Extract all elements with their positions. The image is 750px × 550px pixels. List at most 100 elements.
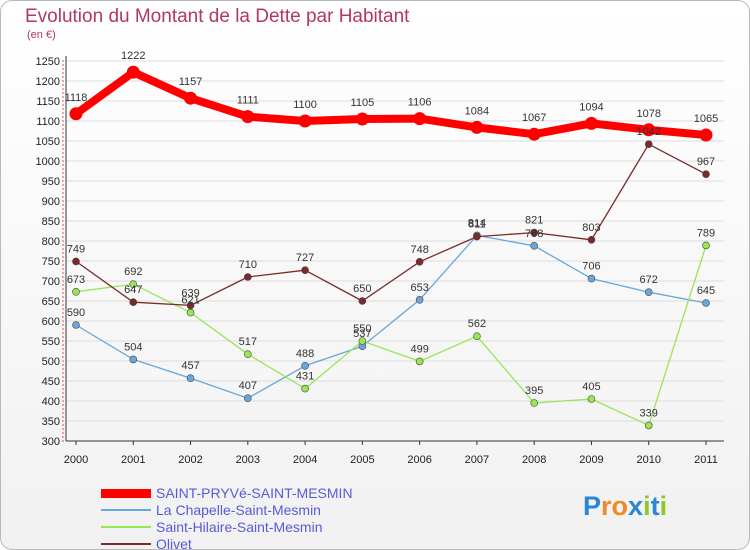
data-point bbox=[301, 384, 309, 393]
y-tick-label: 550 bbox=[42, 336, 60, 348]
data-point bbox=[587, 395, 596, 403]
data-point bbox=[470, 120, 484, 134]
data-label: 814 bbox=[468, 217, 486, 229]
y-tick-label: 450 bbox=[42, 376, 60, 388]
data-point bbox=[702, 241, 710, 250]
y-tick-label: 650 bbox=[42, 296, 60, 308]
data-label: 710 bbox=[239, 259, 257, 271]
data-label: 727 bbox=[296, 252, 314, 264]
data-point bbox=[473, 332, 481, 341]
data-point bbox=[642, 123, 656, 137]
data-label: 1105 bbox=[351, 97, 375, 109]
data-point bbox=[358, 297, 367, 305]
y-tick-label: 1100 bbox=[36, 116, 60, 128]
data-point bbox=[530, 228, 538, 237]
y-tick-label: 1050 bbox=[36, 136, 60, 148]
data-label: 749 bbox=[67, 243, 85, 255]
y-tick-label: 850 bbox=[42, 216, 60, 228]
legend-label: La Chapelle-Saint-Mesmin bbox=[156, 502, 321, 518]
legend-label: Saint-Hilaire-Saint-Mesmin bbox=[156, 519, 323, 535]
data-point bbox=[587, 236, 596, 244]
data-label: 1100 bbox=[293, 99, 317, 111]
data-label: 1222 bbox=[121, 50, 145, 62]
logo-letter: o bbox=[611, 491, 629, 521]
data-label: 673 bbox=[67, 274, 85, 286]
y-tick-label: 750 bbox=[42, 256, 60, 268]
data-point bbox=[527, 127, 541, 141]
data-label: 405 bbox=[582, 381, 600, 393]
data-point bbox=[69, 107, 83, 121]
data-label: 1084 bbox=[465, 105, 489, 117]
data-label: 1157 bbox=[179, 76, 203, 88]
series-line bbox=[75, 143, 707, 307]
data-label: 488 bbox=[296, 348, 314, 360]
data-label: 1067 bbox=[522, 112, 546, 124]
x-tick-label: 2004 bbox=[293, 454, 317, 466]
y-tick-label: 1250 bbox=[36, 56, 60, 68]
data-point bbox=[126, 65, 140, 79]
data-label: 550 bbox=[353, 323, 371, 335]
data-point bbox=[186, 374, 195, 383]
data-label: 789 bbox=[697, 227, 715, 239]
y-tick-label: 1000 bbox=[36, 156, 60, 168]
y-tick-label: 500 bbox=[42, 356, 60, 368]
logo-letter: r bbox=[601, 491, 612, 521]
data-label: 1042 bbox=[636, 126, 660, 138]
y-tick-label: 900 bbox=[42, 196, 60, 208]
x-tick-label: 2009 bbox=[579, 454, 603, 466]
data-point bbox=[186, 308, 195, 317]
series-line bbox=[75, 244, 707, 427]
data-point bbox=[355, 112, 369, 126]
data-label: 1111 bbox=[237, 95, 259, 107]
series-line bbox=[72, 68, 710, 139]
data-label: 407 bbox=[239, 380, 257, 392]
data-label: 562 bbox=[468, 318, 486, 330]
logo-letter: x bbox=[628, 491, 644, 521]
data-label: 1078 bbox=[636, 108, 660, 120]
data-label: 647 bbox=[124, 284, 142, 296]
data-label: 672 bbox=[640, 274, 658, 286]
logo-letter: t bbox=[650, 491, 660, 521]
data-point bbox=[644, 140, 653, 148]
data-label: 517 bbox=[239, 336, 257, 348]
data-point bbox=[413, 112, 427, 126]
data-label: 457 bbox=[181, 360, 199, 372]
data-label: 1094 bbox=[579, 101, 603, 113]
data-label: 748 bbox=[410, 244, 428, 256]
legend-label: SAINT-PRYVé-SAINT-MESMIN bbox=[156, 485, 353, 501]
x-tick-label: 2006 bbox=[407, 454, 431, 466]
y-tick-label: 800 bbox=[42, 236, 60, 248]
data-point bbox=[530, 399, 538, 407]
data-label: 692 bbox=[124, 266, 142, 278]
data-point bbox=[358, 337, 367, 345]
legend-swatch-saint-pryve bbox=[101, 489, 151, 498]
y-tick-label: 600 bbox=[42, 316, 60, 328]
data-label: 395 bbox=[525, 385, 543, 397]
logo-letter: i bbox=[643, 491, 651, 521]
data-label: 621 bbox=[181, 295, 199, 307]
data-point bbox=[298, 114, 312, 128]
data-label: 499 bbox=[410, 343, 428, 355]
data-point bbox=[301, 361, 309, 370]
data-point bbox=[301, 266, 309, 275]
legend-swatch-la-chapelle bbox=[101, 509, 151, 511]
data-label: 650 bbox=[353, 283, 371, 295]
legend-label: Olivet bbox=[156, 536, 192, 550]
y-tick-label: 350 bbox=[42, 416, 60, 428]
y-tick-label: 400 bbox=[42, 396, 60, 408]
data-point bbox=[186, 301, 195, 310]
series-line bbox=[75, 234, 707, 399]
data-point bbox=[244, 394, 252, 403]
data-label: 645 bbox=[697, 285, 715, 297]
x-tick-label: 2010 bbox=[636, 454, 660, 466]
data-label: 803 bbox=[582, 222, 600, 234]
data-point bbox=[530, 242, 538, 250]
data-label: 706 bbox=[582, 261, 600, 273]
data-label: 1106 bbox=[408, 97, 432, 109]
data-label: 339 bbox=[640, 407, 658, 419]
data-point bbox=[72, 321, 80, 329]
data-point bbox=[241, 110, 255, 124]
chart-title: Evolution du Montant de la Dette par Hab… bbox=[25, 6, 410, 27]
data-point bbox=[244, 350, 252, 359]
